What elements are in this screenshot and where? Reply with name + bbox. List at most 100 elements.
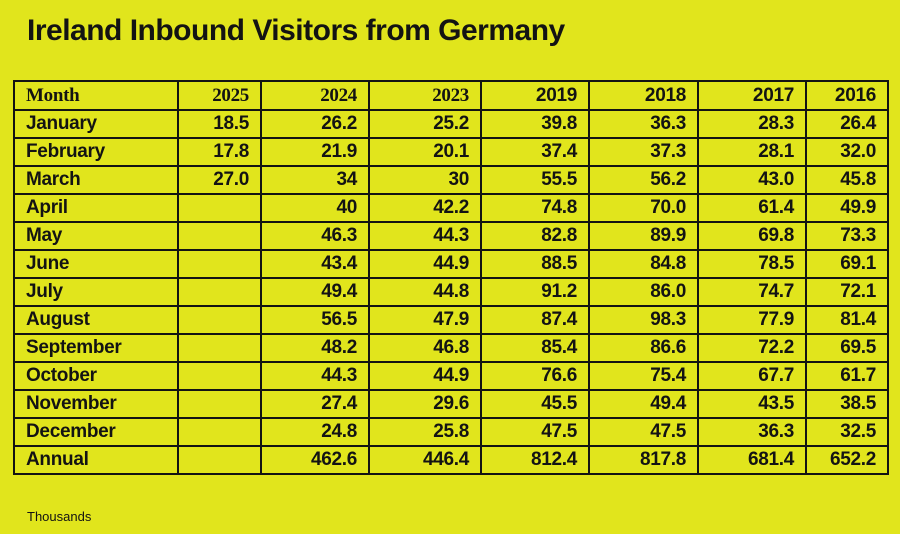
value-cell: 44.3 (368, 221, 482, 251)
value-cell: 69.8 (697, 221, 807, 251)
value-cell: 21.9 (260, 137, 370, 167)
value-cell: 44.8 (368, 277, 482, 307)
value-cell: 40 (260, 193, 370, 223)
value-cell: 49.9 (805, 193, 889, 223)
month-cell: February (13, 137, 179, 167)
month-cell: November (13, 389, 179, 419)
table-header: Month 2025 2024 2023 2019 2018 2017 2016 (13, 80, 889, 111)
value-cell: 61.7 (805, 361, 889, 391)
value-cell (177, 389, 262, 419)
value-cell: 30 (368, 165, 482, 195)
value-cell: 43.0 (697, 165, 807, 195)
value-cell: 73.3 (805, 221, 889, 251)
value-cell: 47.5 (588, 417, 699, 447)
value-cell: 70.0 (588, 193, 699, 223)
value-cell (177, 249, 262, 279)
value-cell: 29.6 (368, 389, 482, 419)
value-cell (177, 277, 262, 307)
value-cell (177, 221, 262, 251)
value-cell: 25.2 (368, 109, 482, 139)
value-cell: 78.5 (697, 249, 807, 279)
value-cell (177, 417, 262, 447)
value-cell (177, 305, 262, 335)
table-body: January 18.5 26.2 25.2 39.8 36.3 28.3 26.4 Febru… (13, 109, 889, 475)
value-cell: 37.4 (480, 137, 590, 167)
month-cell: August (13, 305, 179, 335)
value-cell (177, 445, 262, 475)
value-cell: 39.8 (480, 109, 590, 139)
table-row: July 49.4 44.8 91.2 86.0 74.7 72.1 (13, 277, 889, 307)
value-cell: 74.7 (697, 277, 807, 307)
value-cell: 86.6 (588, 333, 699, 363)
value-cell: 652.2 (805, 445, 889, 475)
value-cell: 462.6 (260, 445, 370, 475)
value-cell: 26.2 (260, 109, 370, 139)
value-cell: 46.8 (368, 333, 482, 363)
value-cell: 44.9 (368, 361, 482, 391)
value-cell: 45.8 (805, 165, 889, 195)
value-cell: 56.2 (588, 165, 699, 195)
month-cell: April (13, 193, 179, 223)
table-row: May 46.3 44.3 82.8 89.9 69.8 73.3 (13, 221, 889, 251)
value-cell: 27.4 (260, 389, 370, 419)
month-cell: January (13, 109, 179, 139)
header-row: Month 2025 2024 2023 2019 2018 2017 2016 (13, 80, 889, 111)
value-cell: 82.8 (480, 221, 590, 251)
table-row: November 27.4 29.6 45.5 49.4 43.5 38.5 (13, 389, 889, 419)
value-cell: 34 (260, 165, 370, 195)
value-cell: 28.3 (697, 109, 807, 139)
value-cell: 72.2 (697, 333, 807, 363)
month-cell: October (13, 361, 179, 391)
month-cell: Annual (13, 445, 179, 475)
value-cell: 77.9 (697, 305, 807, 335)
table-row: September 48.2 46.8 85.4 86.6 72.2 69.5 (13, 333, 889, 363)
value-cell: 81.4 (805, 305, 889, 335)
value-cell (177, 333, 262, 363)
value-cell: 75.4 (588, 361, 699, 391)
value-cell: 76.6 (480, 361, 590, 391)
month-cell: December (13, 417, 179, 447)
value-cell: 18.5 (177, 109, 262, 139)
value-cell: 32.0 (805, 137, 889, 167)
table-row: April 40 42.2 74.8 70.0 61.4 49.9 (13, 193, 889, 223)
value-cell: 67.7 (697, 361, 807, 391)
units-footnote: Thousands (27, 509, 92, 524)
value-cell: 43.4 (260, 249, 370, 279)
value-cell: 61.4 (697, 193, 807, 223)
month-cell: July (13, 277, 179, 307)
table-row: March 27.0 34 30 55.5 56.2 43.0 45.8 (13, 165, 889, 195)
value-cell: 43.5 (697, 389, 807, 419)
value-cell: 20.1 (368, 137, 482, 167)
value-cell: 681.4 (697, 445, 807, 475)
value-cell: 27.0 (177, 165, 262, 195)
value-cell: 56.5 (260, 305, 370, 335)
value-cell: 69.1 (805, 249, 889, 279)
table-row: December 24.8 25.8 47.5 47.5 36.3 32.5 (13, 417, 889, 447)
month-cell: March (13, 165, 179, 195)
value-cell: 42.2 (368, 193, 482, 223)
value-cell: 89.9 (588, 221, 699, 251)
value-cell: 84.8 (588, 249, 699, 279)
column-header-2018: 2018 (588, 80, 699, 111)
value-cell: 88.5 (480, 249, 590, 279)
column-header-2017: 2017 (697, 80, 807, 111)
visitors-table: Month 2025 2024 2023 2019 2018 2017 2016… (13, 80, 889, 475)
value-cell: 26.4 (805, 109, 889, 139)
value-cell: 45.5 (480, 389, 590, 419)
value-cell: 38.5 (805, 389, 889, 419)
value-cell: 86.0 (588, 277, 699, 307)
column-header-2024: 2024 (260, 80, 370, 111)
value-cell: 36.3 (697, 417, 807, 447)
value-cell: 44.3 (260, 361, 370, 391)
value-cell: 46.3 (260, 221, 370, 251)
value-cell: 49.4 (260, 277, 370, 307)
value-cell: 74.8 (480, 193, 590, 223)
value-cell: 36.3 (588, 109, 699, 139)
value-cell: 32.5 (805, 417, 889, 447)
table-row: August 56.5 47.9 87.4 98.3 77.9 81.4 (13, 305, 889, 335)
value-cell: 47.5 (480, 417, 590, 447)
value-cell: 25.8 (368, 417, 482, 447)
value-cell: 44.9 (368, 249, 482, 279)
table-row: February 17.8 21.9 20.1 37.4 37.3 28.1 32.0 (13, 137, 889, 167)
table-row: January 18.5 26.2 25.2 39.8 36.3 28.3 26.4 (13, 109, 889, 139)
